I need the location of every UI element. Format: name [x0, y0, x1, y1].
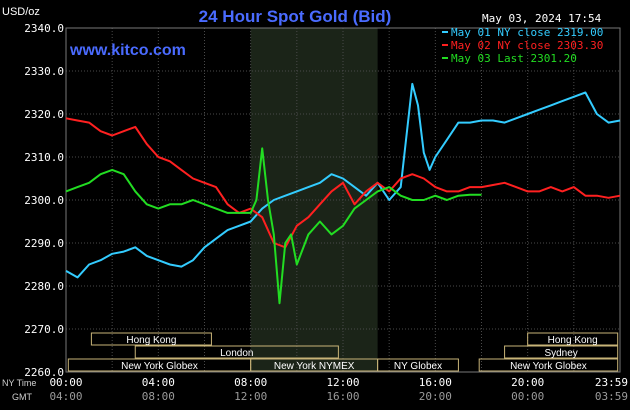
x-tick-ny-time: 00:00 — [49, 376, 82, 389]
series-line-3 — [65, 147, 482, 305]
session-hong-kong-box — [90, 332, 212, 346]
timestamp: May 03, 2024 17:54 — [482, 12, 602, 25]
x-tick-ny-time: 08:00 — [234, 376, 267, 389]
x-tick-gmt: 03:59 — [595, 390, 628, 403]
series-line-1 — [65, 82, 621, 279]
session-london-label: London — [220, 348, 253, 359]
x-tick-ny-time: 23:59 — [595, 376, 628, 389]
session-hong-kong-label: Hong Kong — [126, 335, 176, 346]
website-label: www.kitco.com — [69, 42, 186, 59]
x-tick-gmt: 04:00 — [49, 390, 82, 403]
y-unit-label: USD/oz — [2, 6, 40, 18]
x-tick-gmt: 16:00 — [326, 390, 359, 403]
y-tick-label: 2290.0 — [24, 237, 64, 250]
session-new-york-globex-2-label: New York Globex — [510, 361, 587, 372]
chart-title: 24 Hour Spot Gold (Bid) — [199, 7, 392, 26]
y-tick-label: 2340.0 — [24, 22, 64, 35]
x-tick-gmt: 08:00 — [142, 390, 175, 403]
shaded-session-region — [250, 28, 378, 372]
legend-entry: May 03 Last 2301.20 — [451, 52, 577, 65]
y-tick-label: 2280.0 — [24, 280, 64, 293]
x-tick-ny-time: 04:00 — [142, 376, 175, 389]
y-tick-label: 2330.0 — [24, 65, 64, 78]
x-tick-gmt: 12:00 — [234, 390, 267, 403]
x-axis-gmt-label: GMT — [12, 392, 32, 402]
session-ny-globex-label: NY Globex — [394, 361, 442, 372]
series-line-2 — [65, 117, 621, 249]
y-tick-label: 2320.0 — [24, 108, 64, 121]
session-ny-globex-box — [377, 358, 459, 372]
session-new-york-globex-label: New York Globex — [121, 361, 198, 372]
session-new-york-globex-2-box — [478, 358, 619, 372]
x-tick-gmt: 00:00 — [511, 390, 544, 403]
x-tick-ny-time: 20:00 — [511, 376, 544, 389]
plot-frame — [65, 27, 621, 373]
y-tick-label: 2270.0 — [24, 323, 64, 336]
session-sydney-box — [504, 345, 619, 359]
y-tick-label: 2260.0 — [24, 366, 64, 379]
y-tick-label: 2310.0 — [24, 151, 64, 164]
session-sydney-label: Sydney — [544, 348, 577, 359]
legend-entry: May 02 NY close 2303.30 — [451, 39, 603, 52]
legend-entry: May 01 NY close 2319.00 — [451, 26, 603, 39]
session-hong-kong-2-box — [527, 332, 619, 346]
x-axis-ny-time-label: NY Time — [2, 378, 36, 388]
x-tick-ny-time: 12:00 — [326, 376, 359, 389]
session-new-york-nymex-label: New York NYMEX — [274, 361, 355, 372]
session-london-box — [134, 345, 339, 359]
y-tick-label: 2300.0 — [24, 194, 64, 207]
x-tick-ny-time: 16:00 — [419, 376, 452, 389]
x-tick-gmt: 20:00 — [419, 390, 452, 403]
session-hong-kong-2-label: Hong Kong — [548, 335, 598, 346]
